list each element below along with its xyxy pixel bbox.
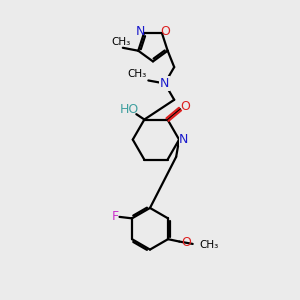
Text: CH₃: CH₃ bbox=[111, 38, 131, 47]
Text: CH₃: CH₃ bbox=[127, 69, 147, 79]
Text: N: N bbox=[136, 25, 145, 38]
Text: HO: HO bbox=[120, 103, 139, 116]
Text: O: O bbox=[161, 25, 171, 38]
Text: F: F bbox=[112, 210, 119, 223]
Text: O: O bbox=[181, 236, 191, 249]
Text: O: O bbox=[180, 100, 190, 113]
Text: CH₃: CH₃ bbox=[199, 239, 218, 250]
Text: N: N bbox=[160, 77, 169, 90]
Text: N: N bbox=[179, 133, 189, 146]
